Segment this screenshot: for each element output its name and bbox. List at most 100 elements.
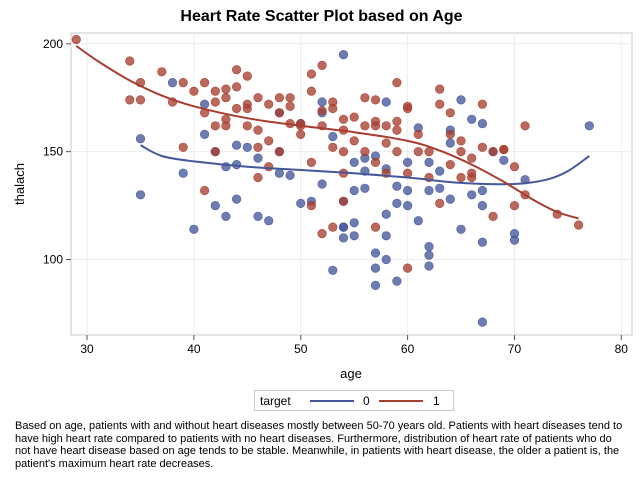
data-point-target-1 bbox=[445, 129, 455, 139]
data-point-target-0 bbox=[317, 97, 327, 107]
data-point-target-0 bbox=[467, 190, 477, 200]
data-point-target-1 bbox=[306, 157, 317, 167]
data-point-target-1 bbox=[285, 101, 295, 111]
data-point-target-0 bbox=[424, 250, 434, 260]
data-point-target-1 bbox=[317, 229, 327, 239]
data-point-target-1 bbox=[573, 220, 584, 230]
fit-curve-target-1 bbox=[75, 45, 579, 220]
data-point-target-1 bbox=[210, 121, 220, 131]
data-point-target-0 bbox=[467, 114, 477, 124]
data-point-target-1 bbox=[392, 125, 402, 135]
data-point-target-0 bbox=[477, 185, 488, 196]
data-point-target-0 bbox=[210, 201, 220, 211]
data-point-target-1 bbox=[189, 86, 199, 96]
y-tick-label: 150 bbox=[43, 145, 63, 159]
data-point-target-1 bbox=[509, 162, 520, 172]
x-tick-label: 80 bbox=[615, 342, 629, 356]
data-point-target-0 bbox=[349, 157, 359, 167]
x-tick-label: 40 bbox=[187, 342, 201, 356]
data-point-target-1 bbox=[488, 211, 498, 221]
data-point-target-1 bbox=[274, 108, 285, 118]
data-point-target-1 bbox=[435, 198, 445, 208]
data-point-target-1 bbox=[392, 116, 402, 126]
data-point-target-1 bbox=[253, 142, 263, 152]
data-point-target-1 bbox=[221, 93, 231, 103]
legend-label-0: 0 bbox=[363, 394, 370, 408]
y-tick-label: 100 bbox=[43, 253, 63, 267]
data-point-target-0 bbox=[403, 157, 413, 167]
x-tick-label: 50 bbox=[294, 342, 308, 356]
data-point-target-0 bbox=[221, 211, 231, 221]
data-point-target-1 bbox=[360, 121, 370, 131]
data-point-target-0 bbox=[424, 185, 434, 196]
data-point-target-1 bbox=[306, 69, 317, 79]
data-point-target-1 bbox=[338, 114, 349, 124]
data-point-target-0 bbox=[370, 248, 381, 258]
data-point-target-1 bbox=[456, 147, 466, 157]
data-point-target-1 bbox=[306, 201, 317, 211]
data-point-target-0 bbox=[349, 185, 359, 196]
y-axis-label: thalach bbox=[12, 163, 27, 205]
data-point-target-1 bbox=[360, 147, 370, 157]
data-point-target-0 bbox=[435, 166, 445, 176]
data-point-target-0 bbox=[360, 183, 370, 193]
data-point-target-1 bbox=[200, 185, 210, 196]
data-point-target-1 bbox=[125, 95, 135, 105]
legend-label-1: 1 bbox=[433, 394, 440, 408]
fit-curve-target-0 bbox=[140, 144, 590, 186]
data-point-target-1 bbox=[328, 142, 338, 152]
data-point-target-0 bbox=[413, 216, 423, 226]
x-axis-label: age bbox=[340, 366, 362, 381]
data-point-target-0 bbox=[285, 170, 295, 180]
data-point-target-0 bbox=[200, 99, 210, 109]
caption-text: Based on age, patients with and without … bbox=[15, 420, 623, 470]
data-point-target-1 bbox=[221, 84, 231, 94]
plot-frame bbox=[70, 32, 633, 336]
data-point-target-0 bbox=[424, 261, 434, 271]
data-point-target-1 bbox=[392, 147, 402, 157]
data-point-target-0 bbox=[477, 237, 488, 247]
data-point-target-1 bbox=[456, 172, 466, 183]
data-point-target-1 bbox=[349, 112, 359, 122]
data-point-target-1 bbox=[253, 172, 263, 183]
data-point-target-1 bbox=[253, 93, 263, 103]
y-tick-label: 200 bbox=[43, 37, 63, 51]
data-point-target-0 bbox=[499, 155, 509, 165]
data-point-target-1 bbox=[242, 121, 252, 131]
data-point-target-0 bbox=[189, 224, 199, 234]
data-point-target-0 bbox=[338, 233, 349, 243]
data-point-target-0 bbox=[445, 138, 455, 148]
data-point-target-0 bbox=[381, 231, 391, 241]
data-point-target-0 bbox=[392, 181, 402, 191]
data-point-target-1 bbox=[499, 144, 509, 155]
fit-curves bbox=[75, 45, 590, 220]
data-point-target-1 bbox=[413, 147, 423, 157]
legend-title: target bbox=[260, 394, 291, 408]
data-point-target-1 bbox=[370, 222, 381, 232]
data-point-target-0 bbox=[200, 129, 210, 139]
data-point-target-1 bbox=[381, 121, 391, 131]
data-point-target-1 bbox=[232, 103, 242, 114]
data-point-target-1 bbox=[328, 222, 338, 232]
data-point-target-1 bbox=[264, 162, 274, 172]
data-point-target-1 bbox=[253, 125, 263, 135]
data-point-target-1 bbox=[221, 121, 231, 131]
data-point-target-0 bbox=[264, 216, 274, 226]
data-point-target-1 bbox=[467, 168, 477, 178]
data-point-target-0 bbox=[445, 194, 455, 204]
data-point-target-1 bbox=[328, 103, 338, 114]
data-point-target-0 bbox=[232, 194, 242, 204]
data-point-target-1 bbox=[232, 65, 242, 75]
data-point-target-0 bbox=[317, 179, 327, 189]
data-point-target-1 bbox=[403, 168, 413, 178]
data-point-target-0 bbox=[338, 222, 349, 232]
data-point-target-0 bbox=[509, 229, 520, 239]
data-point-target-0 bbox=[381, 97, 391, 107]
data-point-target-1 bbox=[296, 129, 306, 139]
data-point-target-0 bbox=[349, 231, 359, 241]
data-point-target-0 bbox=[135, 134, 146, 144]
data-point-target-0 bbox=[392, 198, 402, 208]
data-point-target-0 bbox=[477, 317, 488, 327]
data-point-target-1 bbox=[509, 201, 520, 211]
data-point-target-1 bbox=[210, 86, 220, 96]
